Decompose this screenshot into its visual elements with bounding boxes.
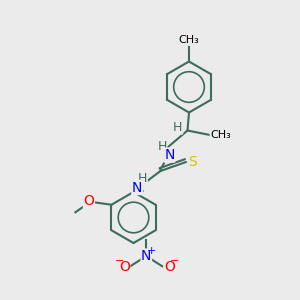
Text: N: N — [164, 148, 175, 162]
Text: O: O — [83, 194, 94, 208]
Text: N: N — [132, 181, 142, 194]
Text: +: + — [147, 246, 156, 256]
Text: CH₃: CH₃ — [178, 35, 200, 45]
Text: H: H — [157, 140, 167, 153]
Text: CH₃: CH₃ — [210, 130, 231, 140]
Text: −: − — [115, 256, 124, 266]
Text: S: S — [188, 155, 197, 169]
Text: O: O — [119, 260, 130, 274]
Text: N: N — [141, 249, 152, 263]
Text: H: H — [173, 121, 183, 134]
Text: O: O — [164, 260, 175, 274]
Text: −: − — [169, 256, 179, 266]
Text: H: H — [138, 172, 147, 185]
